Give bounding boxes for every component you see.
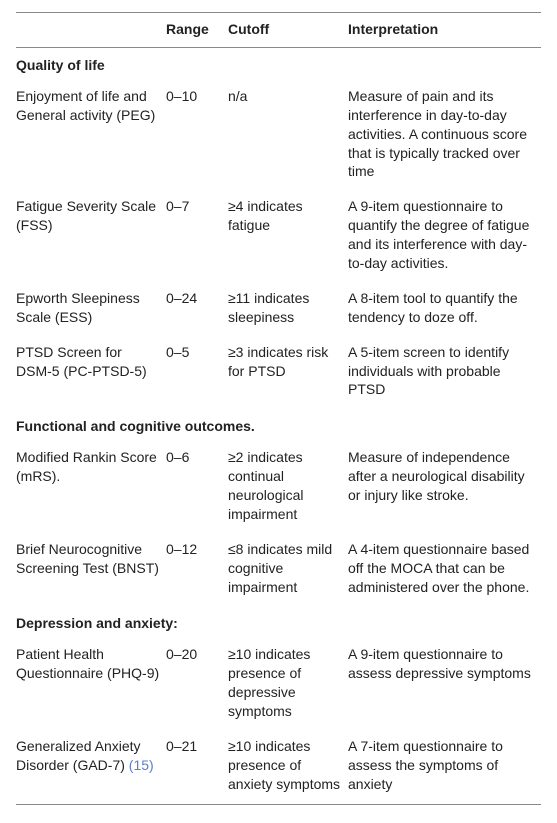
section-title: Functional and cognitive outcomes. (16, 409, 541, 442)
cell-cutoff: ≥3 indicates risk for PTSD (228, 337, 348, 410)
table-row: PTSD Screen for DSM-5 (PC-PTSD-5) 0–5≥3 i… (16, 337, 541, 410)
measure-name: Fatigue Severity Scale (FSS) (16, 198, 156, 233)
cell-interpretation: A 8-item tool to quantify the tendency t… (348, 283, 541, 337)
measure-name: Modified Rankin Score (mRS). (16, 449, 157, 484)
cell-name: PTSD Screen for DSM-5 (PC-PTSD-5) (16, 337, 166, 410)
cell-name: Fatigue Severity Scale (FSS) (16, 191, 166, 283)
table-row: Generalized Anxiety Disorder (GAD-7) (15… (16, 731, 541, 804)
cell-cutoff: ≥11 indicates sleepiness (228, 283, 348, 337)
cell-range: 0–21 (166, 731, 228, 804)
cell-name: Generalized Anxiety Disorder (GAD-7) (15… (16, 731, 166, 804)
cell-name: Modified Rankin Score (mRS). (16, 442, 166, 534)
cell-cutoff: ≥4 indicates fatigue (228, 191, 348, 283)
col-header-interp: Interpretation (348, 13, 541, 48)
assessment-table: Range Cutoff Interpretation Quality of l… (16, 12, 541, 805)
cell-range: 0–12 (166, 534, 228, 607)
cell-interpretation: A 5-item screen to identify individuals … (348, 337, 541, 410)
cell-interpretation: A 4-item questionnaire based off the MOC… (348, 534, 541, 607)
cell-name: Epworth Sleepiness Scale (ESS) (16, 283, 166, 337)
reference-link[interactable]: (15) (129, 757, 154, 773)
table-row: Fatigue Severity Scale (FSS) 0–7≥4 indica… (16, 191, 541, 283)
header-row: Range Cutoff Interpretation (16, 13, 541, 48)
cell-range: 0–20 (166, 639, 228, 731)
measure-name: PTSD Screen for DSM-5 (PC-PTSD-5) (16, 344, 147, 379)
cell-interpretation: Measure of pain and its interference in … (348, 81, 541, 191)
measure-name: Generalized Anxiety Disorder (GAD-7) (16, 738, 141, 773)
section-title: Depression and anxiety: (16, 606, 541, 639)
cell-cutoff: ≥10 indicates presence of anxiety sympto… (228, 731, 348, 804)
col-header-range: Range (166, 13, 228, 48)
cell-cutoff: ≥10 indicates presence of depressive sym… (228, 639, 348, 731)
measure-name: Brief Neurocognitive Screening Test (BNS… (16, 541, 159, 576)
cell-cutoff: ≥2 indicates continual neurological impa… (228, 442, 348, 534)
cell-interpretation: Measure of independence after a neurolog… (348, 442, 541, 534)
measure-name: Epworth Sleepiness Scale (ESS) (16, 290, 140, 325)
cell-interpretation: A 9-item questionnaire to quantify the d… (348, 191, 541, 283)
cell-cutoff: n/a (228, 81, 348, 191)
table-row: Enjoyment of life and General activity (… (16, 81, 541, 191)
table-row: Modified Rankin Score (mRS). 0–6≥2 indica… (16, 442, 541, 534)
cell-name: Patient Health Questionnaire (PHQ-9) (16, 639, 166, 731)
table-row: Patient Health Questionnaire (PHQ-9)0–20… (16, 639, 541, 731)
cell-range: 0–10 (166, 81, 228, 191)
cell-range: 0–6 (166, 442, 228, 534)
cell-range: 0–5 (166, 337, 228, 410)
col-header-cutoff: Cutoff (228, 13, 348, 48)
measure-name: Enjoyment of life and General activity (… (16, 88, 155, 123)
cell-name: Enjoyment of life and General activity (… (16, 81, 166, 191)
cell-name: Brief Neurocognitive Screening Test (BNS… (16, 534, 166, 607)
section-header: Quality of life (16, 48, 541, 81)
table-row: Epworth Sleepiness Scale (ESS) 0–24≥11 in… (16, 283, 541, 337)
section-header: Depression and anxiety: (16, 606, 541, 639)
cell-interpretation: A 9-item questionnaire to assess depress… (348, 639, 541, 731)
measure-name: Patient Health Questionnaire (PHQ-9) (16, 646, 159, 681)
cell-range: 0–24 (166, 283, 228, 337)
section-header: Functional and cognitive outcomes. (16, 409, 541, 442)
cell-interpretation: A 7-item questionnaire to assess the sym… (348, 731, 541, 804)
col-header-empty (16, 13, 166, 48)
table-row: Brief Neurocognitive Screening Test (BNS… (16, 534, 541, 607)
section-title: Quality of life (16, 48, 541, 81)
cell-cutoff: ≤8 indicates mild cognitive impairment (228, 534, 348, 607)
cell-range: 0–7 (166, 191, 228, 283)
